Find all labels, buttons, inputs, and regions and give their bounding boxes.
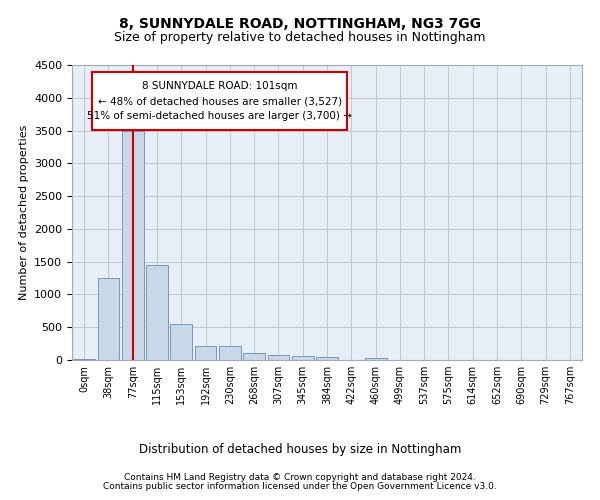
Bar (73, 358, 95, 360)
Bar (170, 324, 192, 360)
Bar (316, 358, 338, 360)
Y-axis label: Number of detached properties: Number of detached properties (19, 125, 29, 300)
Text: Contains HM Land Registry data © Crown copyright and database right 2024.: Contains HM Land Registry data © Crown c… (124, 472, 476, 482)
Text: 8, SUNNYDALE ROAD, NOTTINGHAM, NG3 7GG: 8, SUNNYDALE ROAD, NOTTINGHAM, NG3 7GG (119, 18, 481, 32)
Text: Contains public sector information licensed under the Open Government Licence v3: Contains public sector information licen… (103, 482, 497, 491)
Bar (365, 358, 386, 360)
Text: 8 SUNNYDALE ROAD: 101sqm
← 48% of detached houses are smaller (3,527)
51% of sem: 8 SUNNYDALE ROAD: 101sqm ← 48% of detach… (88, 82, 352, 121)
Bar (292, 356, 314, 360)
Text: Size of property relative to detached houses in Nottingham: Size of property relative to detached ho… (114, 31, 486, 44)
Bar (146, 265, 168, 360)
Text: Distribution of detached houses by size in Nottingham: Distribution of detached houses by size … (139, 442, 461, 456)
Bar (219, 346, 241, 360)
Bar (268, 355, 289, 360)
FancyBboxPatch shape (92, 72, 347, 130)
Bar (194, 346, 217, 360)
Bar (97, 278, 119, 360)
Bar (122, 130, 143, 360)
Bar (243, 354, 265, 360)
